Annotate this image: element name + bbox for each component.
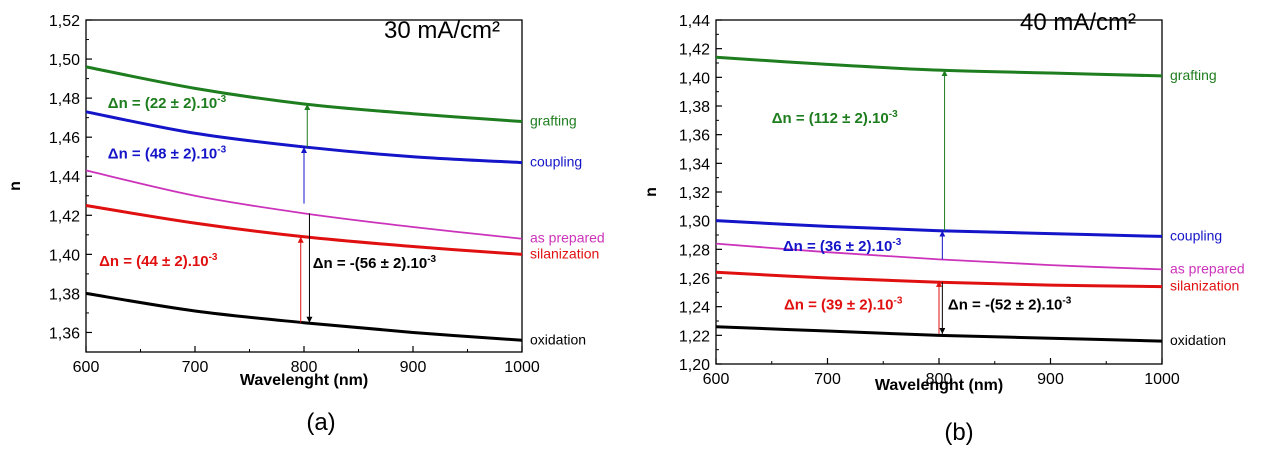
series-label: coupling (530, 154, 582, 170)
x-tick-label: 800 (291, 359, 318, 376)
y-tick-label: 1,38 (679, 99, 710, 116)
y-tick-label: 1,32 (679, 185, 710, 202)
series-line (715, 242, 1163, 271)
y-tick-label: 1,48 (49, 91, 80, 108)
x-tick-label: 900 (400, 359, 427, 376)
delta-annotation-exponent: -3 (217, 94, 226, 105)
y-tick-label: 1,22 (679, 328, 710, 345)
x-tick-label: 800 (926, 371, 953, 388)
chart-panel-a: 1,36 1,38 1,40 1,42 1,44 1,46 1,48 1,50 1,52 600 7… (0, 0, 636, 447)
delta-annotation-exponent: -3 (889, 109, 898, 120)
delta-annotation-exponent: -3 (893, 296, 902, 307)
series-line (715, 325, 1163, 343)
chart-title: 30 mA/cm² (384, 17, 500, 44)
series-line (715, 55, 1163, 78)
series-label: grafting (1170, 67, 1217, 83)
series-label: oxidation (1170, 332, 1226, 348)
y-tick-label: 1,42 (679, 42, 710, 59)
x-tick-label: 900 (1037, 371, 1064, 388)
y-tick-label: 1,52 (49, 13, 80, 30)
y-axis-label: n (643, 187, 660, 197)
chart-a-svg: 1,36 1,38 1,40 1,42 1,44 1,46 1,48 1,50 1,52 600 7… (7, 13, 605, 436)
delta-annotation-text: Δn = (36 ± 2).10 (783, 238, 892, 255)
delta-annotation-text: Δn = (22 ± 2).10 (108, 95, 217, 112)
series-label: as prepared (530, 230, 605, 246)
delta-annotation: Δn = -(52 ± 2).10-3 (948, 296, 1072, 314)
series-line (85, 204, 523, 256)
y-tick-label: 1,46 (49, 130, 80, 147)
delta-annotation-exponent: -3 (892, 237, 901, 248)
series-line (85, 169, 523, 240)
series-line (715, 219, 1163, 238)
delta-annotation: Δn = (36 ± 2).10-3 (783, 237, 902, 255)
x-axis-label: Wavelenght (nm) (875, 377, 1003, 394)
x-tick-label: 1000 (1144, 371, 1180, 388)
y-tick-label: 1,42 (49, 208, 80, 225)
y-tick-label: 1,50 (49, 52, 80, 69)
y-tick-label: 1,36 (679, 128, 710, 145)
series-label: oxidation (530, 331, 586, 347)
series-line (85, 65, 523, 124)
chart-panel-b: 1,20 1,22 1,24 1,26 1,28 1,30 1,32 1,34 1,36 1,38… (636, 0, 1272, 447)
x-tick-label: 700 (182, 359, 209, 376)
y-tick-label: 1,34 (679, 156, 710, 173)
x-axis-label: Wavelenght (nm) (240, 372, 368, 389)
delta-annotation-exponent: -3 (209, 252, 218, 263)
delta-annotation-text: Δn = (48 ± 2).10 (108, 146, 217, 163)
series-line (85, 110, 523, 165)
chart-b-svg: 1,20 1,22 1,24 1,26 1,28 1,30 1,32 1,34 1,36 1,38… (643, 9, 1245, 446)
y-tick-label: 1,30 (679, 214, 710, 231)
x-tick-label: 700 (814, 371, 841, 388)
delta-annotation-exponent: -3 (1062, 296, 1071, 307)
panel-label: (b) (944, 419, 973, 446)
y-tick-label: 1,40 (679, 70, 710, 87)
y-tick-label: 1,40 (49, 247, 80, 264)
delta-annotation: Δn = (112 ± 2).10-3 (772, 109, 898, 127)
delta-annotation-text: Δn = -(56 ± 2).10 (313, 255, 427, 272)
y-tick-label: 1,26 (679, 271, 710, 288)
chart-title: 40 mA/cm² (1020, 9, 1136, 36)
series-label: grafting (530, 113, 577, 129)
x-tick-label: 600 (73, 359, 100, 376)
series-label: silanization (1170, 278, 1239, 294)
delta-annotation: Δn = (22 ± 2).10-3 (108, 94, 227, 112)
delta-annotation: Δn = (48 ± 2).10-3 (108, 145, 227, 163)
y-tick-label: 1,44 (49, 169, 80, 186)
delta-annotation-text: Δn = -(52 ± 2).10 (948, 297, 1062, 314)
panel-label: (a) (306, 409, 335, 436)
delta-annotation-text: Δn = (39 ± 2).10 (784, 297, 893, 314)
y-axis-label: n (7, 181, 24, 191)
y-tick-label: 1,24 (679, 300, 710, 317)
delta-annotation: Δn = (39 ± 2).10-3 (784, 296, 903, 314)
delta-annotation-text: Δn = (44 ± 2).10 (99, 253, 208, 270)
x-tick-label: 1000 (504, 359, 540, 376)
series-label: as prepared (1170, 260, 1245, 276)
delta-annotation: Δn = (44 ± 2).10-3 (99, 252, 218, 270)
delta-annotation-text: Δn = (112 ± 2).10 (772, 110, 889, 127)
y-tick-label: 1,44 (679, 13, 710, 30)
x-tick-label: 600 (703, 371, 730, 388)
series-line (85, 291, 523, 342)
series-label: coupling (1170, 227, 1222, 243)
y-tick-label: 1,20 (679, 357, 710, 374)
y-tick-label: 1,28 (679, 242, 710, 259)
y-tick-label: 1,36 (49, 325, 80, 342)
delta-annotation-exponent: -3 (427, 254, 436, 265)
delta-annotation-exponent: -3 (217, 145, 226, 156)
series-label: silanization (530, 245, 599, 261)
y-tick-label: 1,38 (49, 286, 80, 303)
delta-annotation: Δn = -(56 ± 2).10-3 (313, 254, 437, 272)
